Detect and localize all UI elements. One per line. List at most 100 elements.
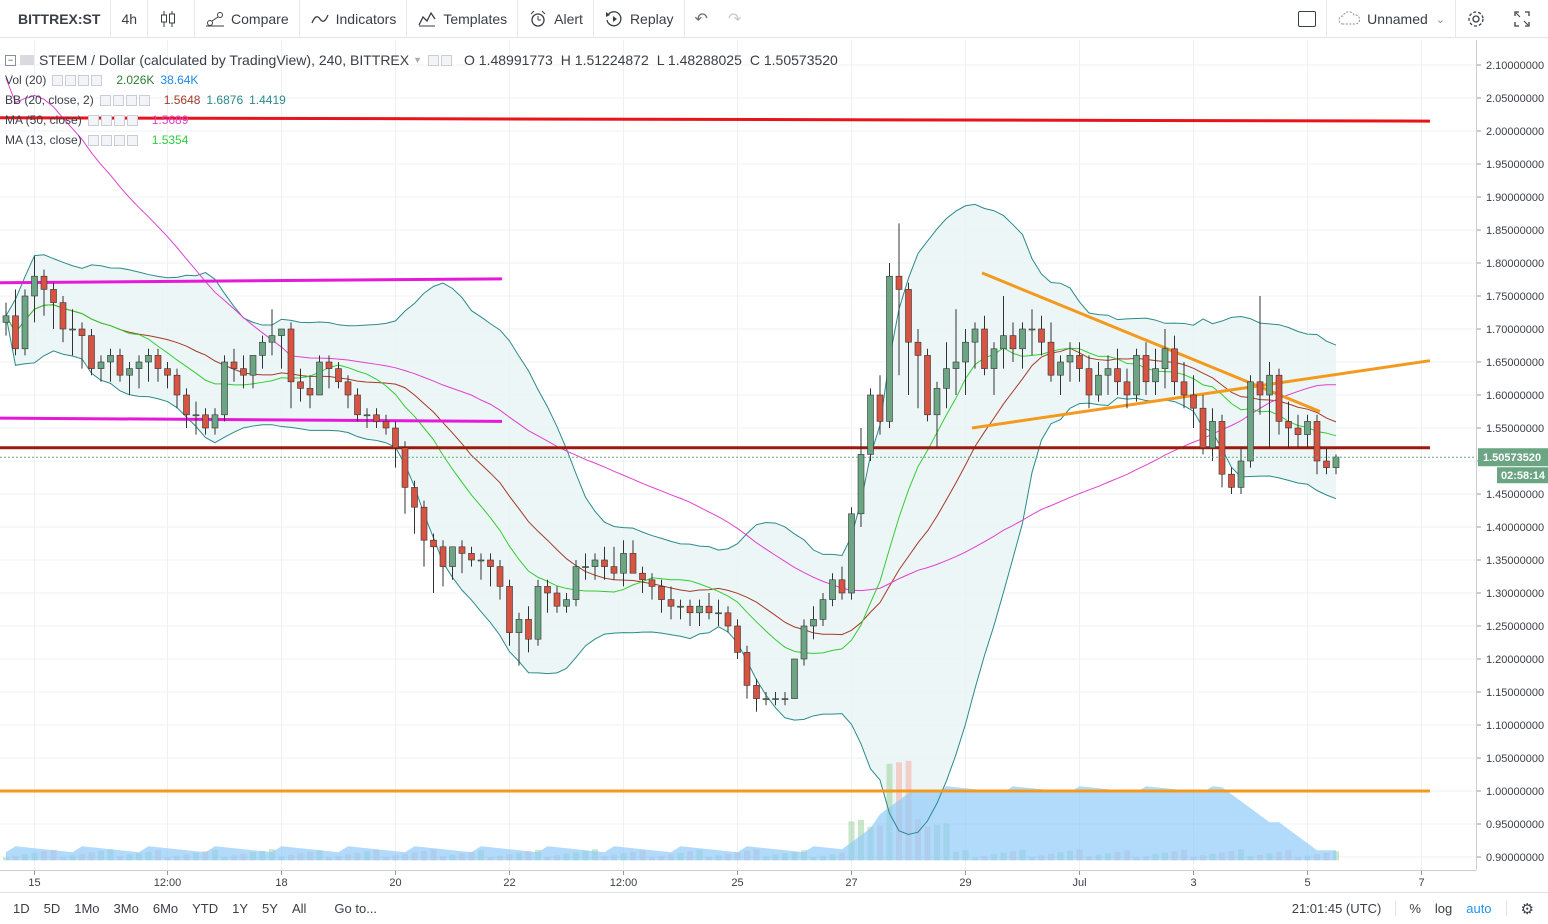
range-button-5y[interactable]: 5Y: [262, 900, 278, 916]
symbol-search[interactable]: BITTREX:ST: [0, 0, 112, 38]
eye-icon[interactable]: [87, 134, 99, 146]
range-button-all[interactable]: All: [291, 900, 307, 916]
candle: [1247, 375, 1254, 468]
goto-button[interactable]: Go to...: [334, 900, 378, 916]
plus-icon[interactable]: [78, 74, 90, 86]
price-label: 2.05000000: [1486, 93, 1544, 105]
templates-button[interactable]: Templates: [407, 0, 519, 38]
candle-body: [78, 328, 86, 336]
indicators-button[interactable]: Indicators: [300, 0, 408, 38]
time-label: 15: [28, 877, 40, 889]
candle: [1152, 348, 1159, 395]
close-icon[interactable]: [126, 134, 138, 146]
price-chart[interactable]: [0, 40, 1536, 870]
maximize-button[interactable]: [1502, 0, 1548, 38]
chart-type-button[interactable]: [148, 0, 196, 38]
candle-body: [838, 579, 846, 594]
price-axis: 2.10000000 2.05000000 2.00000000 1.95000000…: [1477, 60, 1548, 864]
eye-icon[interactable]: [99, 94, 111, 106]
price-label: 1.20000000: [1486, 654, 1544, 666]
eye-icon[interactable]: [87, 114, 99, 126]
close-icon[interactable]: [138, 94, 150, 106]
log-toggle[interactable]: log: [1434, 901, 1453, 916]
time-label: 20: [389, 877, 401, 889]
fullscreen-toggle[interactable]: [1288, 0, 1328, 38]
candle: [259, 335, 266, 369]
candle: [354, 388, 361, 422]
candle: [1171, 335, 1178, 395]
gear-icon[interactable]: [100, 114, 112, 126]
candle: [21, 289, 29, 356]
close-icon[interactable]: [91, 74, 103, 86]
candle: [1019, 322, 1026, 369]
gear-icon[interactable]: [441, 54, 453, 66]
templates-label: Templates: [443, 10, 508, 27]
candle: [230, 348, 238, 382]
eye-icon[interactable]: [52, 74, 64, 86]
ma50-value: 1.5689: [151, 113, 189, 127]
range-button-1d[interactable]: 1D: [13, 900, 30, 916]
range-button-ytd[interactable]: YTD: [192, 900, 219, 916]
plus-icon[interactable]: [125, 94, 137, 106]
price-label: 2.10000000: [1486, 60, 1544, 72]
redo-icon: ↷: [727, 10, 742, 28]
undo-button[interactable]: ↶: [685, 0, 718, 38]
candle-body: [373, 414, 380, 422]
chart-pane[interactable]: [0, 40, 1536, 870]
collapse-icon[interactable]: −: [5, 54, 16, 66]
candle: [202, 408, 209, 435]
alert-button[interactable]: Alert: [518, 0, 594, 38]
range-button-1y[interactable]: 1Y: [232, 900, 249, 916]
candle-body: [829, 579, 836, 600]
candle-body: [211, 414, 219, 429]
price-label: 0.95000000: [1486, 819, 1544, 831]
compare-button[interactable]: Compare: [195, 0, 300, 38]
candle: [1190, 375, 1197, 428]
candle-body: [420, 506, 428, 541]
range-button-1mo[interactable]: 1Mo: [74, 900, 100, 916]
candle: [221, 355, 228, 422]
layout-menu[interactable]: Unnamed ⌄: [1327, 0, 1456, 38]
candle: [591, 553, 599, 580]
price-label: 1.75000000: [1486, 291, 1544, 303]
redo-button[interactable]: ↷: [718, 0, 751, 38]
candle-body: [1237, 460, 1245, 488]
candle-body: [164, 368, 171, 376]
eye-icon[interactable]: [428, 54, 440, 66]
candle: [544, 579, 551, 613]
candle: [420, 500, 428, 567]
replay-button[interactable]: Replay: [594, 0, 685, 38]
gear-icon[interactable]: ⚙: [1520, 900, 1534, 918]
close-icon[interactable]: [126, 114, 138, 126]
utc-clock[interactable]: 21:01:45 (UTC): [1285, 901, 1397, 916]
plus-icon[interactable]: [113, 134, 125, 146]
candle: [667, 586, 675, 620]
gear-icon[interactable]: [100, 134, 112, 146]
candle: [705, 593, 713, 620]
candle-body: [810, 619, 817, 627]
candle: [563, 593, 570, 613]
percent-toggle[interactable]: %: [1409, 901, 1421, 916]
chevron-down-icon[interactable]: ▼: [413, 55, 423, 65]
candle-body: [876, 394, 884, 422]
candle: [59, 296, 67, 343]
candle: [962, 329, 969, 395]
range-button-5d[interactable]: 5D: [43, 900, 61, 916]
price-scale[interactable]: 2.10000000 2.05000000 2.00000000 1.95000000…: [1476, 40, 1548, 870]
gear-icon[interactable]: [112, 94, 124, 106]
plus-icon[interactable]: [113, 114, 125, 126]
ohlc-high: H 1.51224872: [560, 52, 649, 68]
auto-toggle[interactable]: auto: [1459, 901, 1507, 916]
range-button-6mo[interactable]: 6Mo: [152, 900, 179, 916]
interval-button[interactable]: 4h: [111, 0, 149, 38]
candle-body: [12, 315, 19, 350]
candle-body: [173, 374, 181, 396]
legend-ma13: MA (13, close) 1.5354: [0, 130, 838, 150]
ohlc-close: C 1.50573520: [749, 52, 838, 68]
gear-icon[interactable]: [65, 74, 77, 86]
compare-label: Compare: [231, 10, 289, 27]
settings-button[interactable]: [1456, 0, 1502, 38]
time-label: 5: [1304, 877, 1310, 889]
range-button-3mo[interactable]: 3Mo: [113, 900, 139, 916]
